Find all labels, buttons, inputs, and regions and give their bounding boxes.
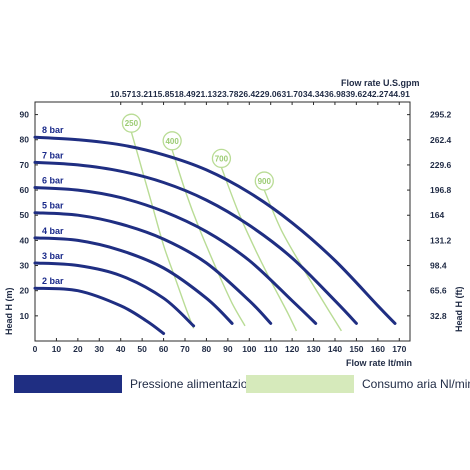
plot-frame — [34, 101, 411, 342]
legend-air: Consumo aria Nl/min — [246, 374, 470, 394]
right-tick-label: 229.6 — [430, 160, 452, 170]
top-tick-label: 44.91 — [389, 89, 411, 99]
air-label-circle-700 — [211, 148, 232, 169]
right-tick-label: 196.8 — [430, 185, 452, 195]
top-tick-label: 34.34 — [303, 89, 325, 99]
air-label-circle-400 — [162, 131, 182, 151]
top-tick-label: 29.06 — [260, 89, 282, 99]
legend-pressure: Pressione alimentazione aria — [14, 374, 284, 394]
pressure-line-4-bar — [33, 236, 234, 325]
top-tick-label: 23.78 — [217, 89, 239, 99]
air-label-400: 400 — [165, 137, 179, 146]
y-tick-label: 70 — [20, 160, 30, 170]
top-tick-label: 31.70 — [281, 89, 303, 99]
pressure-label-4-bar: 4 bar — [42, 226, 64, 236]
top-tick-label: 18.49 — [174, 89, 196, 99]
x-tick-label: 30 — [95, 344, 105, 354]
pressure-line-7-bar — [33, 160, 358, 325]
x-tick-label: 50 — [137, 344, 147, 354]
x-tick-label: 80 — [202, 344, 212, 354]
top-tick-label: 13.21 — [132, 89, 154, 99]
x-tick-label: 20 — [73, 344, 83, 354]
pressure-line-2-bar — [33, 286, 166, 335]
right-tick-label: 65.6 — [430, 286, 447, 296]
pressure-line-3-bar — [33, 261, 196, 328]
air-consumption-line-250 — [130, 132, 195, 329]
x-tick-label: 120 — [285, 344, 299, 354]
x-axis-title-top: Flow rate U.S.gpm — [341, 78, 420, 88]
y-tick-label: 20 — [20, 286, 30, 296]
air-label-900: 900 — [258, 177, 272, 186]
x-tick-label: 130 — [306, 344, 320, 354]
y-tick-label: 80 — [20, 135, 30, 145]
top-tick-label: 15.85 — [153, 89, 175, 99]
air-label-circle-900 — [254, 171, 274, 191]
air-consumption-line-400 — [171, 149, 246, 327]
legend-pressure-label: Pressione alimentazione aria — [130, 377, 285, 391]
y-axis-title-left: Head H (m) — [4, 287, 14, 335]
pressure-label-2-bar: 2 bar — [42, 276, 64, 286]
right-tick-label: 32.8 — [430, 311, 447, 321]
x-tick-label: 70 — [180, 344, 190, 354]
legend-air-swatch — [246, 375, 354, 393]
top-tick-label: 10.57 — [110, 89, 132, 99]
air-label-700: 700 — [215, 154, 229, 163]
x-tick-label: 100 — [242, 344, 256, 354]
right-tick-label: 98.4 — [430, 261, 447, 271]
pressure-label-8-bar: 8 bar — [42, 125, 64, 135]
y-tick-label: 90 — [20, 110, 30, 120]
x-tick-label: 10 — [52, 344, 62, 354]
x-tick-label: 90 — [223, 344, 233, 354]
air-label-250: 250 — [125, 119, 139, 128]
right-tick-label: 295.2 — [430, 110, 452, 120]
x-tick-label: 110 — [264, 344, 278, 354]
x-tick-label: 150 — [349, 344, 363, 354]
x-axis-title-bottom: Flow rate lt/min — [346, 358, 412, 368]
pressure-line-8-bar — [33, 135, 397, 325]
pressure-line-5-bar — [33, 211, 273, 325]
y-tick-label: 30 — [20, 261, 30, 271]
x-tick-label: 170 — [392, 344, 406, 354]
pressure-label-7-bar: 7 bar — [42, 150, 64, 160]
air-consumption-line-700 — [220, 167, 298, 332]
right-tick-label: 262.4 — [430, 135, 452, 145]
y-axis-title-right: Head H (ft) — [454, 287, 464, 333]
y-tick-label: 60 — [20, 185, 30, 195]
pressure-label-5-bar: 5 bar — [42, 201, 64, 211]
right-tick-label: 164 — [430, 210, 444, 220]
pressure-label-3-bar: 3 bar — [42, 251, 64, 261]
pressure-line-6-bar — [33, 186, 318, 325]
y-tick-label: 50 — [20, 210, 30, 220]
x-tick-label: 0 — [33, 344, 38, 354]
right-tick-label: 131.2 — [430, 235, 452, 245]
top-tick-label: 42.27 — [367, 89, 389, 99]
pressure-label-6-bar: 6 bar — [42, 176, 64, 186]
legend-air-label: Consumo aria Nl/min — [362, 377, 470, 391]
y-tick-label: 40 — [20, 235, 30, 245]
y-tick-label: 10 — [20, 311, 30, 321]
top-tick-label: 36.98 — [324, 89, 346, 99]
legend-pressure-swatch — [14, 375, 122, 393]
air-label-circle-250 — [121, 113, 142, 133]
top-tick-label: 39.62 — [346, 89, 368, 99]
top-tick-label: 21.13 — [196, 89, 218, 99]
top-tick-label: 26.42 — [239, 89, 261, 99]
x-tick-label: 40 — [116, 344, 126, 354]
x-tick-label: 140 — [328, 344, 342, 354]
x-tick-label: 60 — [159, 344, 169, 354]
x-tick-label: 160 — [371, 344, 385, 354]
